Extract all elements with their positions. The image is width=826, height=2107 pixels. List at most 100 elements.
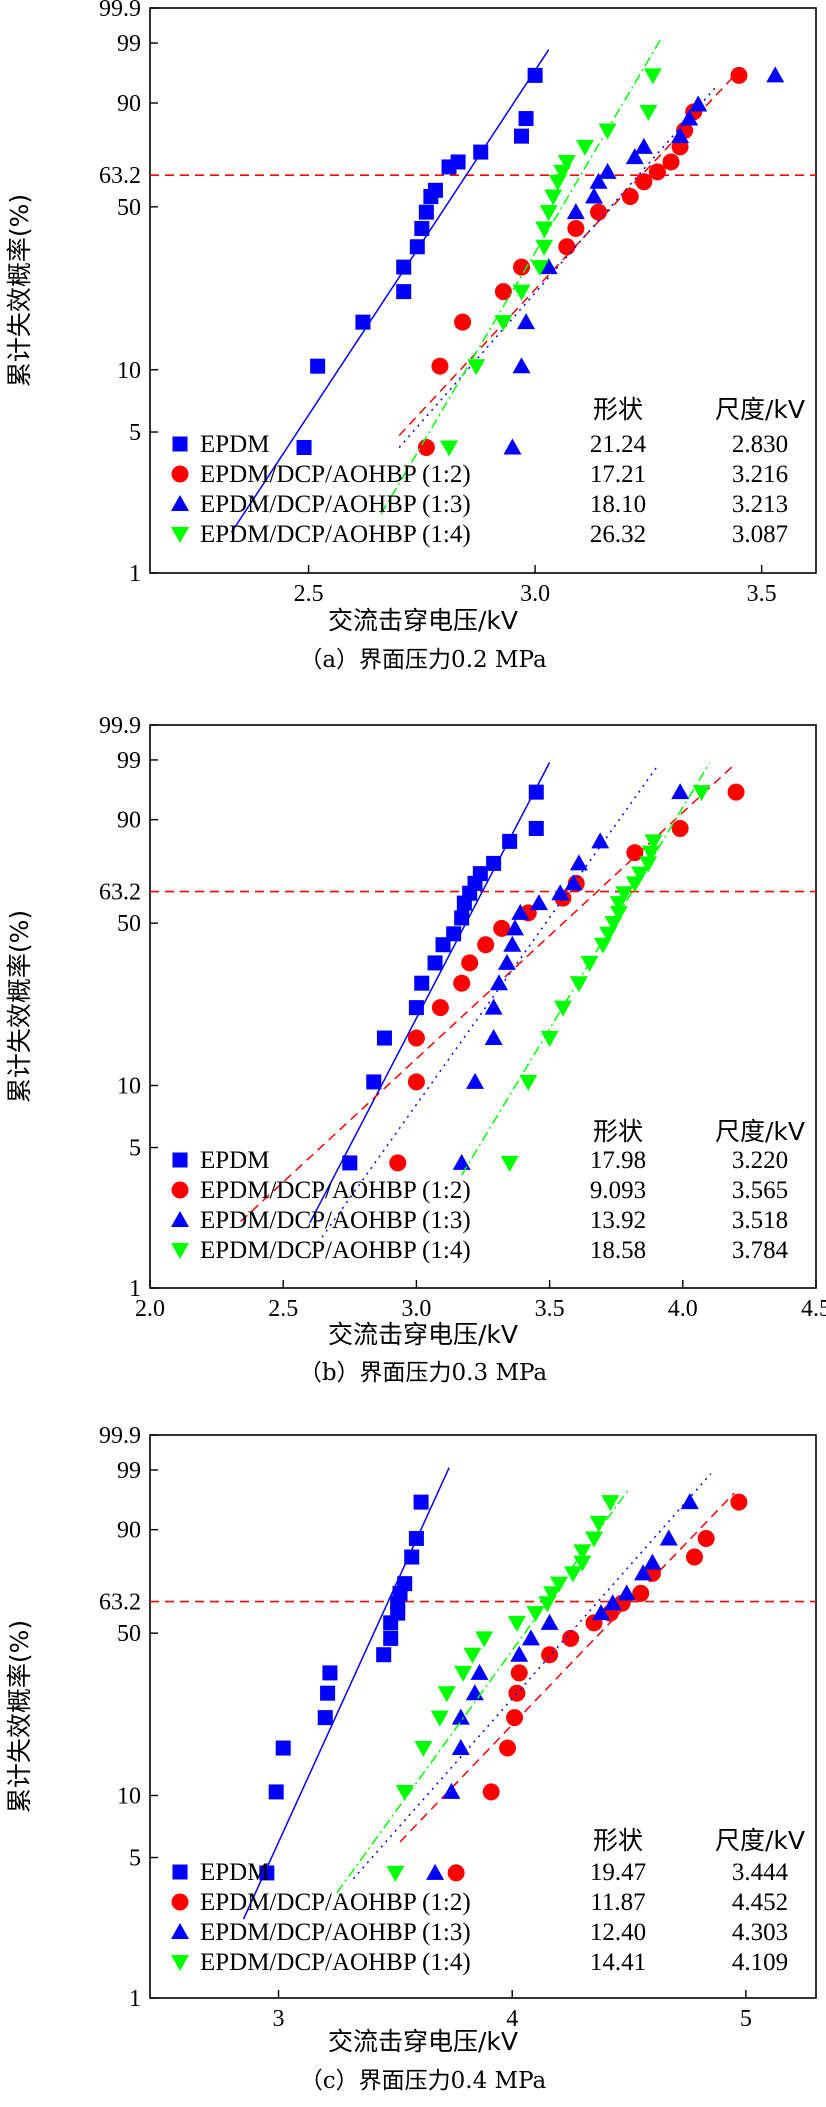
data-point-series-0 [472,866,488,882]
panel-c: 1 5 10 50 90 99 99.9 3 4 5 63.2 形状 尺度/kV EPDM 19.47 3.4… [5,1423,817,2094]
data-point-series-3 [601,1495,620,1512]
panel-b: 1 5 10 50 90 99 99.9 2.0 2.5 3.0 3.5 4.0 4.5 63.2 形状 尺度… [5,713,826,1386]
data-point-series-1 [482,1783,500,1801]
data-point-series-2 [489,974,508,991]
data-point-series-0 [396,259,412,275]
data-point-series-3 [692,785,711,802]
data-point-series-3 [414,1741,433,1758]
y-tick-label: 1 [129,1276,141,1302]
legend-label: EPDM/DCP/AOHBP (1:2) [200,1889,471,1916]
data-point-series-3 [639,856,658,873]
legend-marker-series-2 [171,495,189,511]
shape-value: 9.093 [590,1177,646,1204]
data-point-series-1 [662,153,680,171]
reference-label: 63.2 [99,880,141,906]
data-point-series-3 [386,1865,405,1882]
legend-marker-series-1 [171,1181,189,1199]
data-point-series-0 [408,1000,424,1016]
legend-label: EPDM/DCP/AOHBP (1:4) [200,1949,471,1976]
scale-value: 3.444 [732,1859,789,1886]
data-point-series-2 [589,172,608,189]
legend-label: EPDM/DCP/AOHBP (1:4) [200,1237,471,1264]
x-tick-label: 2.0 [135,1296,165,1322]
data-point-series-3 [494,315,513,332]
data-point-series-2 [598,162,617,179]
data-point-series-2 [512,357,531,374]
data-point-series-0 [376,1030,392,1046]
data-point-series-2 [569,854,588,871]
data-point-series-1 [632,1584,650,1602]
shape-value: 17.98 [590,1147,646,1174]
fit-line-series-1 [398,70,740,436]
data-point-series-3 [573,1544,592,1561]
legend-marker-series-2 [171,1923,189,1939]
param-header-shape: 形状 [593,395,643,424]
data-point-series-1 [567,220,585,238]
data-point-series-0 [486,855,502,871]
fit-line-series-0 [309,762,551,1224]
data-point-series-3 [526,1606,545,1623]
legend-marker-series-0 [172,1152,188,1168]
shape-value: 14.41 [590,1949,646,1976]
data-point-series-1 [499,1739,517,1757]
shape-value: 19.47 [590,1859,646,1886]
x-tick-label: 2.5 [294,581,324,607]
x-tick-label: 4.5 [801,1296,826,1322]
y-axis-title: 累计失效概率(%) [5,910,34,1103]
fit-line-series-1 [399,1492,735,1843]
data-point-series-0 [342,1155,358,1171]
data-point-series-0 [414,975,430,991]
data-point-series-0 [528,820,544,836]
x-tick-label: 5 [740,2006,752,2032]
data-point-series-2 [521,1629,540,1646]
data-point-series-2 [466,1072,485,1089]
param-header-shape: 形状 [593,1117,643,1146]
data-point-series-2 [689,95,708,112]
y-tick-label: 10 [117,358,141,384]
data-point-series-0 [355,314,371,330]
data-point-series-3 [580,955,599,972]
data-point-series-1 [447,1864,465,1882]
reference-label: 63.2 [99,1590,141,1616]
data-point-series-2 [671,783,690,800]
x-tick-label: 3.0 [520,581,550,607]
y-tick-label: 99 [117,31,141,57]
legend-label: EPDM/DCP/AOHBP (1:2) [200,461,471,488]
scale-value: 4.303 [732,1919,788,1946]
data-point-series-3 [609,905,628,922]
data-point-series-2 [503,935,522,952]
data-point-series-3 [430,1710,449,1727]
figure-caption: （a）界面压力0.2 MPa [299,647,547,673]
y-axis-title: 累计失效概率(%) [5,1620,34,1813]
plot-frame [149,7,817,574]
data-point-series-3 [643,68,662,85]
legend-marker-series-3 [171,527,189,543]
y-tick-label: 99 [117,1458,141,1484]
x-tick-label: 2.5 [268,1296,298,1322]
data-point-series-3 [585,1531,603,1548]
data-point-series-3 [395,1784,414,1801]
data-point-series-3 [467,359,486,376]
data-point-series-3 [573,1555,592,1572]
data-point-series-1 [558,238,576,256]
data-point-series-2 [484,1029,503,1046]
data-point-series-2 [442,1782,461,1799]
data-point-series-1 [513,258,531,276]
shape-value: 11.87 [590,1889,645,1916]
data-point-series-2 [517,313,536,330]
data-point-series-3 [563,1566,582,1583]
data-point-series-3 [641,845,660,862]
data-point-series-0 [427,955,443,971]
y-tick-label: 5 [129,1136,141,1162]
scale-value: 3.220 [732,1147,788,1174]
data-point-series-0 [320,1685,336,1701]
scale-value: 3.518 [732,1207,788,1234]
data-point-series-1 [407,1073,425,1091]
data-point-series-1 [626,844,644,862]
data-point-series-3 [535,221,554,238]
data-point-series-0 [414,221,430,237]
legend-label: EPDM [200,1147,269,1174]
data-point-series-2 [592,1604,611,1621]
param-header-shape: 形状 [593,1826,643,1855]
